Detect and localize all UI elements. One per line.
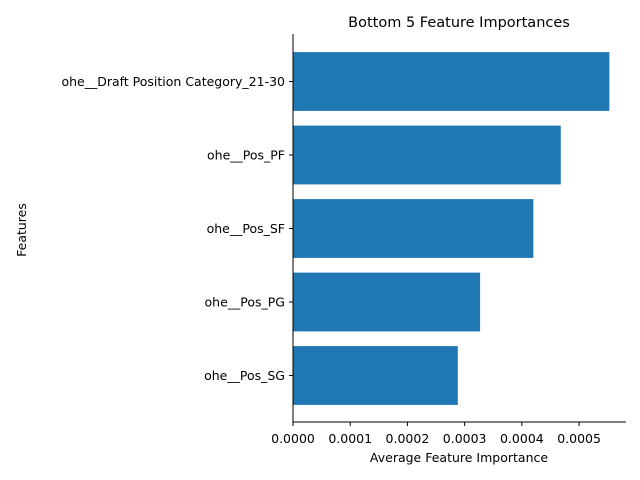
x-tick-label: 0.0001	[328, 431, 372, 446]
y-tick-label: ohe__Pos_PG	[205, 295, 286, 310]
x-tick-label: 0.0002	[386, 431, 430, 446]
y-tick-label: ohe__Pos_PF	[207, 148, 285, 163]
x-tick-label: 0.0004	[500, 431, 544, 446]
bar-3	[293, 272, 481, 332]
x-tick-label: 0.0003	[443, 431, 487, 446]
bar-2	[293, 199, 534, 258]
bar-0	[293, 52, 610, 111]
y-tick-label: ohe__Draft Position Category_21-30	[61, 74, 285, 89]
y-axis-ticks: ohe__Draft Position Category_21-30 ohe__P…	[61, 74, 293, 383]
bar-4	[293, 346, 458, 405]
y-tick-label: ohe__Pos_SG	[204, 368, 285, 383]
bar-1	[293, 125, 561, 185]
x-axis-ticks: 0.0000 0.0001 0.0002 0.0003 0.0004 0.0005	[271, 422, 601, 446]
x-tick-label: 0.0000	[271, 431, 315, 446]
y-axis-label: Features	[14, 203, 29, 257]
chart-title: Bottom 5 Feature Importances	[348, 15, 570, 31]
y-tick-label: ohe__Pos_SF	[207, 221, 285, 236]
x-tick-label: 0.0005	[557, 431, 601, 446]
x-axis-label: Average Feature Importance	[370, 450, 548, 465]
bars-group	[293, 52, 610, 405]
